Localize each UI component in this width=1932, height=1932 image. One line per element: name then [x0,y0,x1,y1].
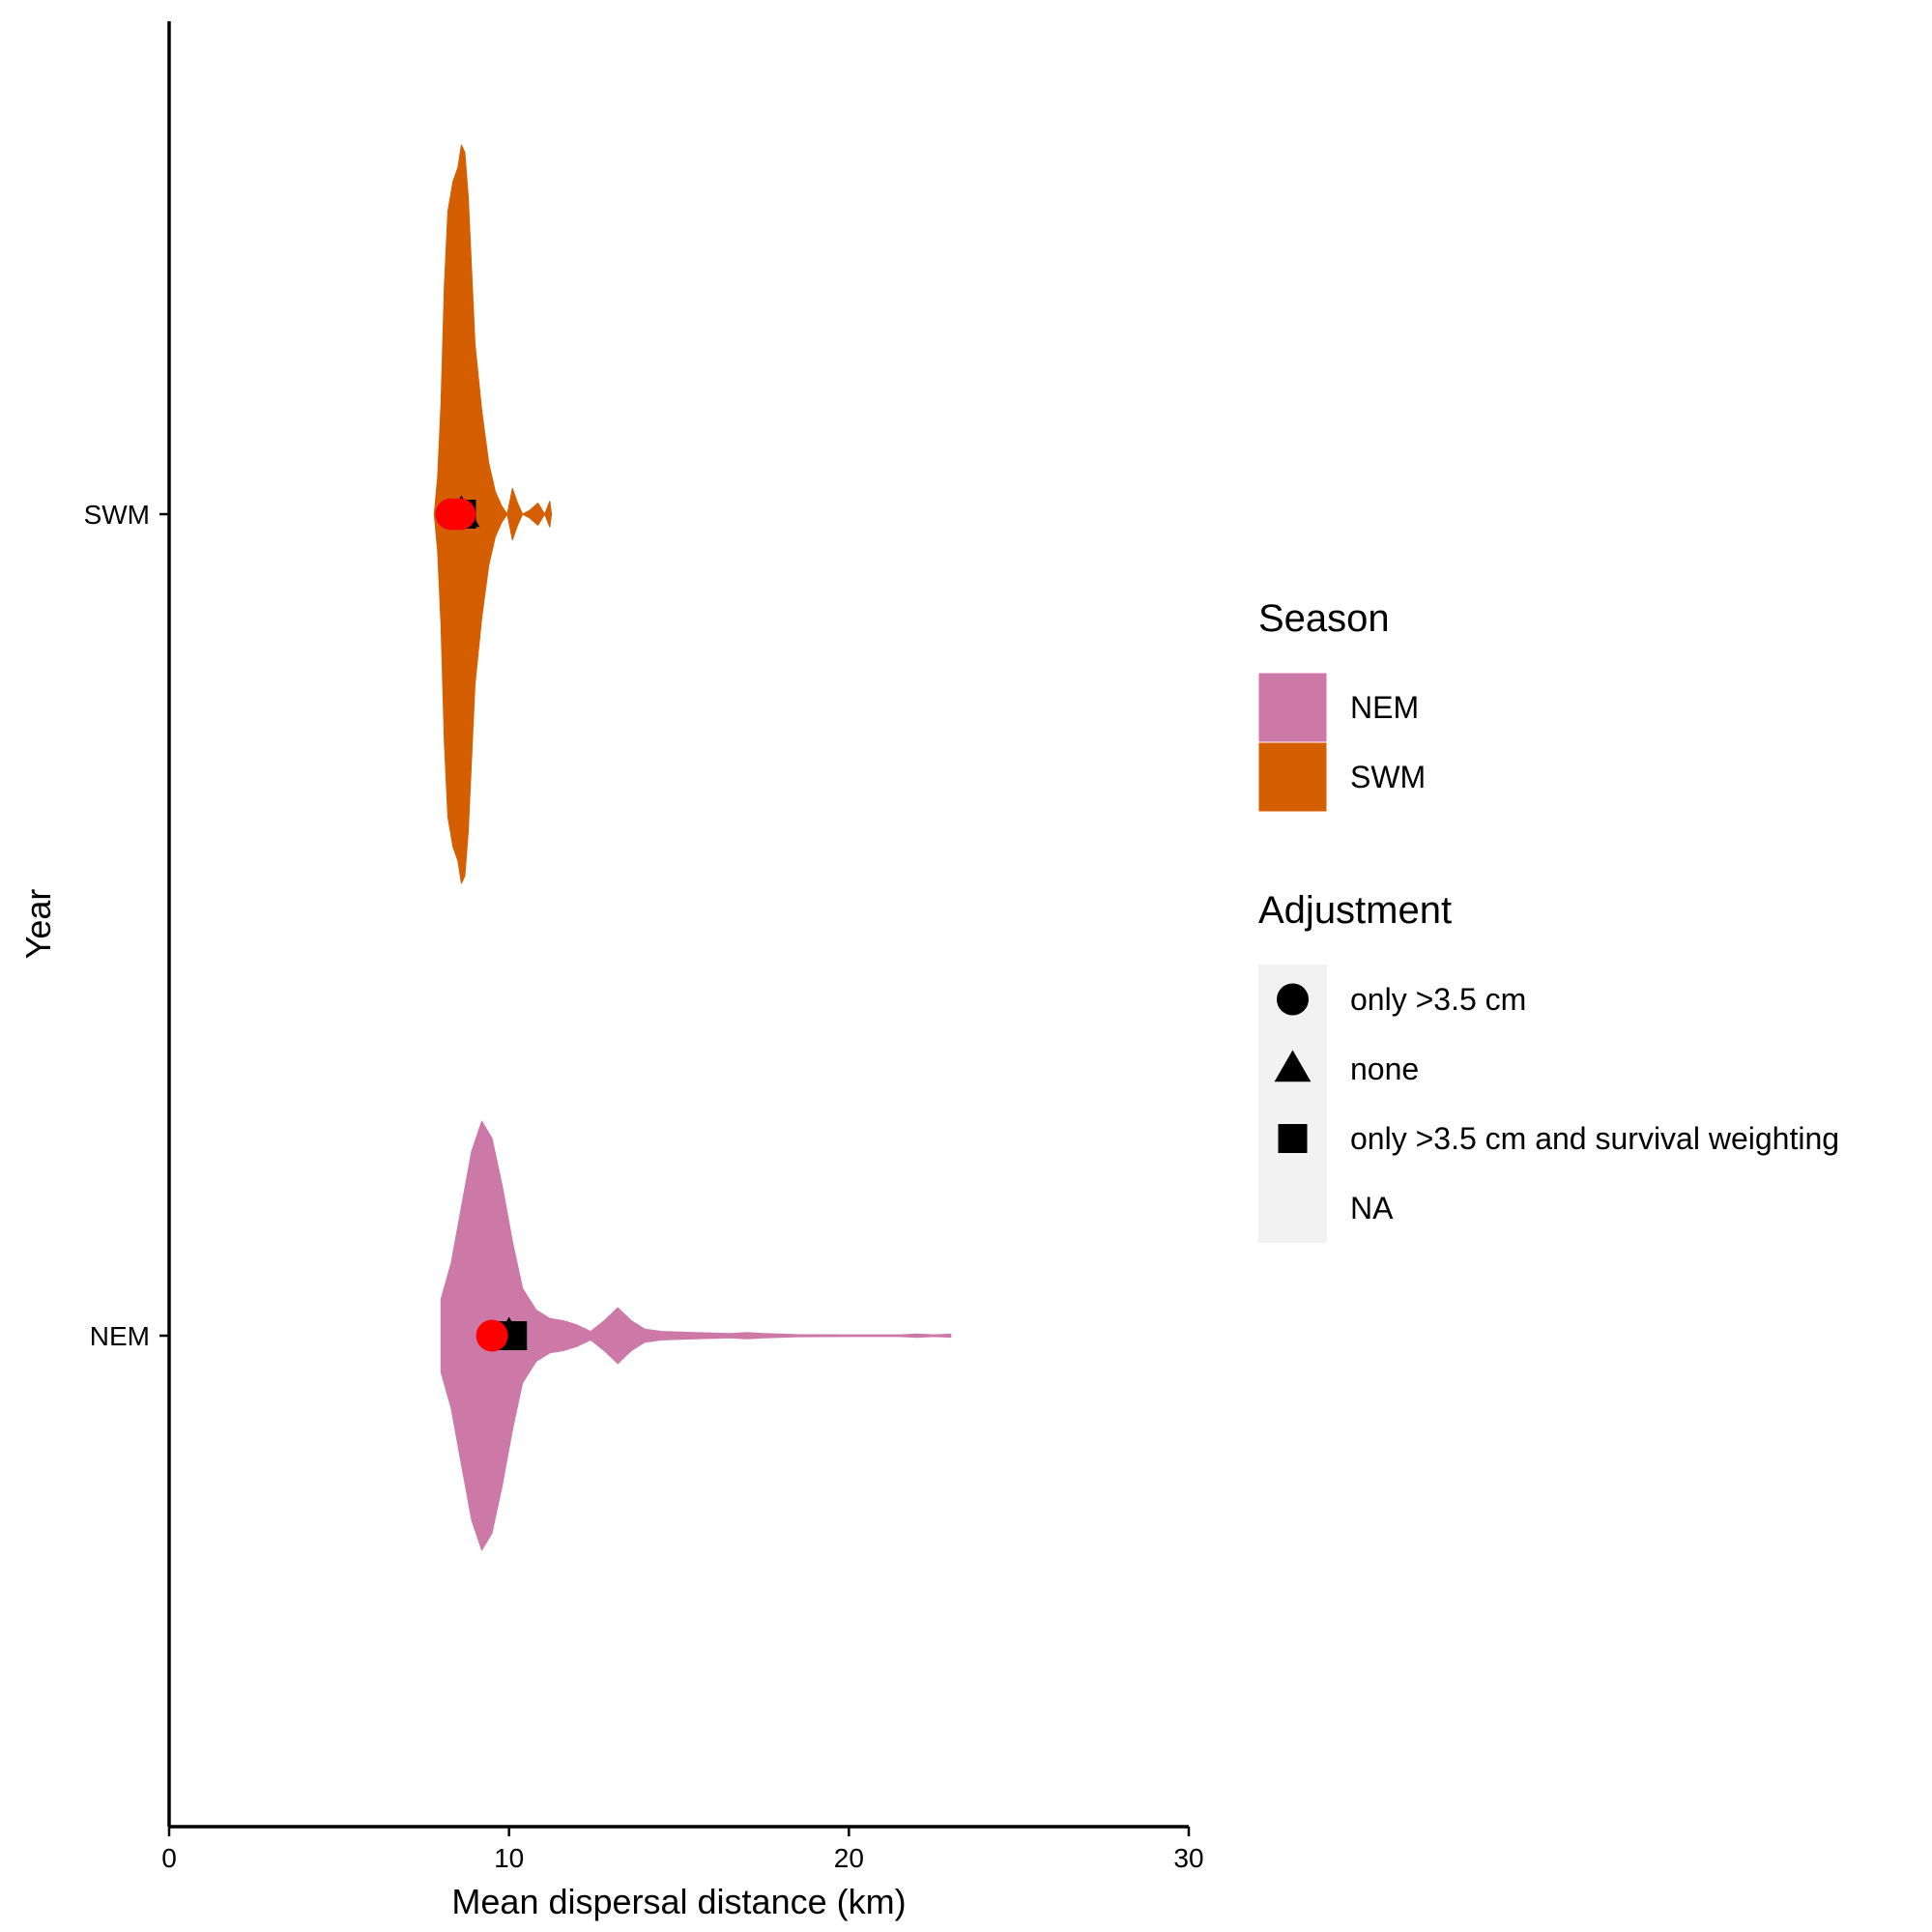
legend-key-swm [1257,741,1328,813]
legend-key-triangle [1274,1050,1312,1082]
x-tick-label: 0 [161,1843,177,1873]
legend-key-background [1258,1173,1327,1243]
legend-key-nem [1257,672,1328,743]
legend: Season NEM SWM Adjustment only >3.5 cm none on… [1257,597,1839,1243]
legend-key-square [1278,1124,1308,1153]
y-axis: SWM NEM [84,21,171,1827]
x-tick-label: 10 [494,1843,524,1873]
violin-swm [433,144,553,884]
y-tick-label: NEM [90,1321,150,1351]
legend-label: NA [1350,1191,1394,1226]
data-point-nem-circle [476,1319,508,1352]
plot-area [433,144,952,1551]
legend-title: Season [1258,597,1390,640]
x-tick-label: 30 [1173,1843,1203,1873]
data-point-swm-circle [444,498,476,531]
legend-key-circle [1277,983,1309,1016]
legend-label: SWM [1350,760,1426,794]
y-tick-label: SWM [84,500,150,530]
legend-label: none [1350,1052,1419,1086]
x-axis-title: Mean dispersal distance (km) [451,1882,906,1921]
legend-title: Adjustment [1258,889,1452,932]
legend-label: only >3.5 cm [1350,982,1526,1017]
legend-label: only >3.5 cm and survival weighting [1350,1121,1839,1156]
violin-nem [440,1120,952,1551]
x-tick-label: 20 [834,1843,864,1873]
x-axis: 0 10 20 30 [161,1825,1204,1873]
y-axis-title: Year [18,889,58,960]
legend-season: Season NEM SWM [1257,597,1426,813]
legend-adjustment: Adjustment only >3.5 cm none only >3.5 cm a… [1258,889,1839,1243]
legend-label: NEM [1350,690,1419,725]
